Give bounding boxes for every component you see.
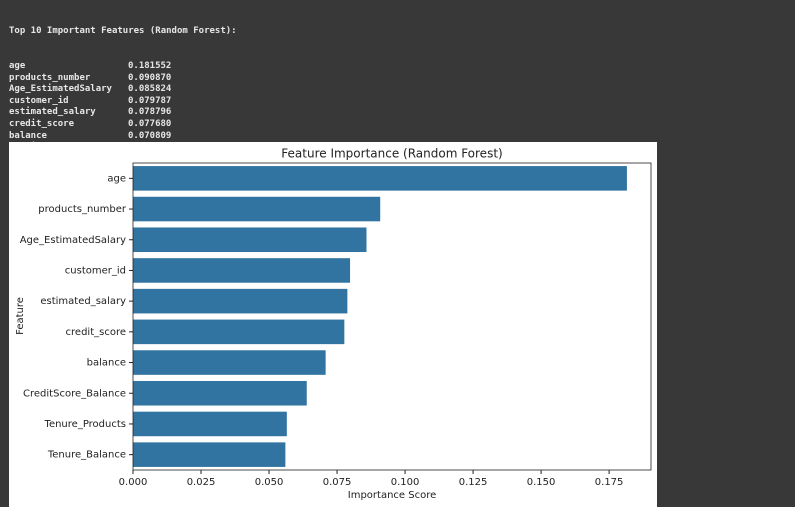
console-row: estimated_salary 0.078796 bbox=[9, 107, 237, 119]
x-tick-label: 0.150 bbox=[527, 477, 556, 488]
console-header: Top 10 Important Features (Random Forest… bbox=[9, 26, 237, 37]
row-name: balance bbox=[9, 130, 47, 141]
bar bbox=[133, 380, 307, 406]
x-tick-label: 0.050 bbox=[255, 477, 284, 488]
x-tick-label: 0.125 bbox=[459, 477, 488, 488]
y-tick-label: Tenure_Products bbox=[44, 419, 126, 430]
y-tick-label: CreditScore_Balance bbox=[23, 388, 126, 399]
console-row: credit_score 0.077680 bbox=[9, 119, 237, 131]
chart: Feature Importance (Random Forest) Impor… bbox=[9, 142, 657, 507]
row-name: age bbox=[9, 60, 26, 71]
y-tick-label: credit_score bbox=[66, 327, 126, 338]
x-axis-label: Importance Score bbox=[348, 490, 437, 501]
row-name: customer_id bbox=[9, 95, 69, 106]
y-tick-label: age bbox=[107, 173, 126, 184]
row-value: 0.090870 bbox=[128, 72, 172, 83]
x-tick-label: 0.100 bbox=[391, 477, 420, 488]
row-name: products_number bbox=[9, 72, 91, 83]
y-tick-label: customer_id bbox=[65, 265, 126, 276]
y-tick-label: estimated_salary bbox=[40, 296, 126, 307]
bar bbox=[133, 350, 326, 375]
row-name: Age_EstimatedSalary bbox=[9, 84, 112, 95]
y-tick-label: Tenure_Balance bbox=[47, 450, 126, 461]
bar bbox=[133, 442, 286, 467]
console-row: customer_id 0.079787 bbox=[9, 96, 237, 108]
row-value: 0.078796 bbox=[128, 107, 172, 118]
chart-title: Feature Importance (Random Forest) bbox=[281, 147, 502, 161]
console-row: age 0.181552 bbox=[9, 61, 237, 73]
plot-frame bbox=[132, 162, 652, 471]
y-axis-label: Feature bbox=[15, 297, 26, 335]
row-name: credit_score bbox=[9, 118, 75, 129]
row-value: 0.181552 bbox=[128, 60, 172, 71]
x-tick-label: 0.075 bbox=[323, 477, 352, 488]
console-row: products_number 0.090870 bbox=[9, 73, 237, 85]
y-tick-label: products_number bbox=[38, 204, 127, 215]
bar bbox=[133, 411, 287, 437]
x-tick-label: 0.025 bbox=[187, 477, 216, 488]
row-value: 0.085824 bbox=[128, 84, 172, 95]
bar bbox=[133, 166, 627, 191]
x-tick-label: 0.175 bbox=[595, 477, 624, 488]
row-name: estimated_salary bbox=[9, 107, 96, 118]
bar bbox=[133, 227, 367, 253]
bar bbox=[133, 288, 348, 314]
bar bbox=[133, 258, 351, 283]
console-row: Age_EstimatedSalary 0.085824 bbox=[9, 84, 237, 96]
row-value: 0.077680 bbox=[128, 118, 172, 129]
bar bbox=[133, 319, 345, 345]
bar bbox=[133, 196, 381, 222]
row-value: 0.070809 bbox=[128, 130, 172, 141]
y-tick-label: Age_EstimatedSalary bbox=[20, 235, 126, 246]
x-tick-label: 0.000 bbox=[119, 477, 148, 488]
row-value: 0.079787 bbox=[128, 95, 172, 106]
console-row: balance 0.070809 bbox=[9, 131, 237, 143]
y-tick-label: balance bbox=[87, 358, 126, 369]
